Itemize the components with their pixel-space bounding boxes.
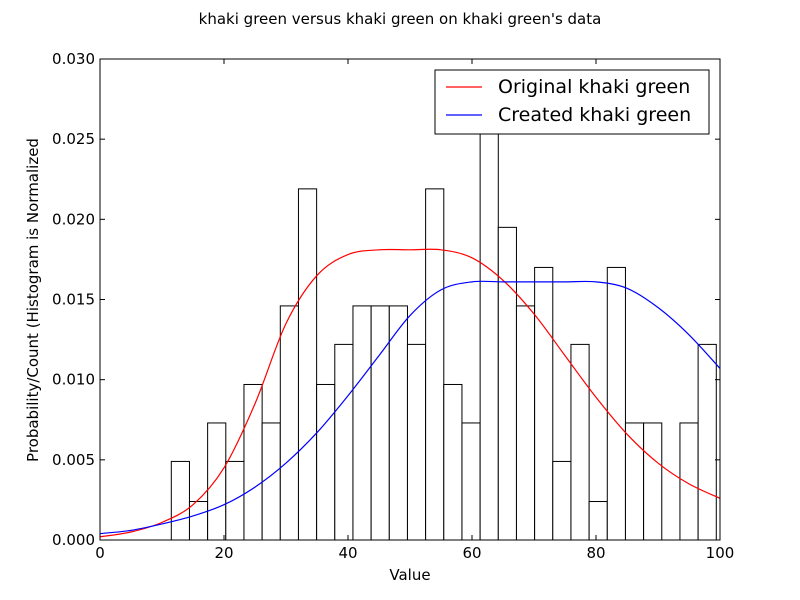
x-tick-label: 100 (706, 544, 735, 562)
histogram-bar (588, 501, 608, 541)
histogram-bar (425, 188, 445, 541)
histogram-bar (643, 422, 663, 541)
legend: Original khaki green Created khaki green (434, 69, 710, 135)
original-curve (99, 248, 721, 538)
histogram-bar (406, 343, 427, 541)
legend-label-original: Original khaki green (498, 76, 690, 98)
histogram-bar (188, 501, 209, 541)
x-tick-label: 40 (338, 544, 357, 562)
y-axis-ticks: 0.000 0.005 0.010 0.015 0.020 0.025 0.030 (52, 50, 720, 549)
histogram-bars (170, 114, 717, 541)
histogram-bar (279, 305, 299, 541)
y-axis-label: Probability/Count (Histogram is Normaliz… (24, 138, 42, 462)
histogram-bar (352, 305, 372, 541)
x-tick-label: 60 (462, 544, 481, 562)
histogram-bar (334, 343, 354, 541)
x-axis-label: Value (389, 566, 430, 584)
y-tick-label: 0.020 (52, 210, 95, 228)
histogram-bar (534, 266, 554, 541)
histogram-bar (388, 305, 408, 541)
histogram-bar (479, 114, 499, 541)
histogram-bar (207, 422, 227, 541)
x-axis-ticks: 0 20 40 60 80 100 (95, 59, 734, 562)
chart-title: khaki green versus khaki green on khaki … (199, 10, 602, 28)
y-tick-label: 0.025 (52, 130, 95, 148)
histogram-bar (570, 343, 590, 541)
histogram-bar (370, 305, 390, 541)
y-tick-label: 0.000 (52, 531, 95, 549)
histogram-bar (170, 460, 190, 541)
histogram-bar (461, 422, 481, 541)
histogram-bar (624, 422, 645, 541)
created-curve (99, 280, 721, 535)
histogram-bar (515, 305, 536, 541)
histogram-bar (552, 460, 572, 541)
histogram-bar (225, 460, 245, 541)
density-curves (99, 248, 721, 538)
histogram-bar (297, 188, 318, 541)
y-tick-label: 0.005 (52, 451, 95, 469)
legend-label-created: Created khaki green (498, 104, 691, 126)
y-tick-label: 0.030 (52, 50, 95, 68)
histogram-bar (606, 266, 626, 541)
x-tick-label: 0 (95, 544, 105, 562)
histogram-bar (316, 383, 336, 541)
x-tick-label: 20 (214, 544, 233, 562)
histogram-bar (679, 422, 699, 541)
y-tick-label: 0.015 (52, 291, 95, 309)
y-tick-label: 0.010 (52, 371, 95, 389)
legend-frame (434, 69, 710, 135)
histogram-bar (443, 383, 463, 541)
histogram-bar (697, 343, 717, 541)
x-tick-label: 80 (586, 544, 605, 562)
histogram-bar (261, 422, 281, 541)
histogram-bar (497, 226, 517, 541)
